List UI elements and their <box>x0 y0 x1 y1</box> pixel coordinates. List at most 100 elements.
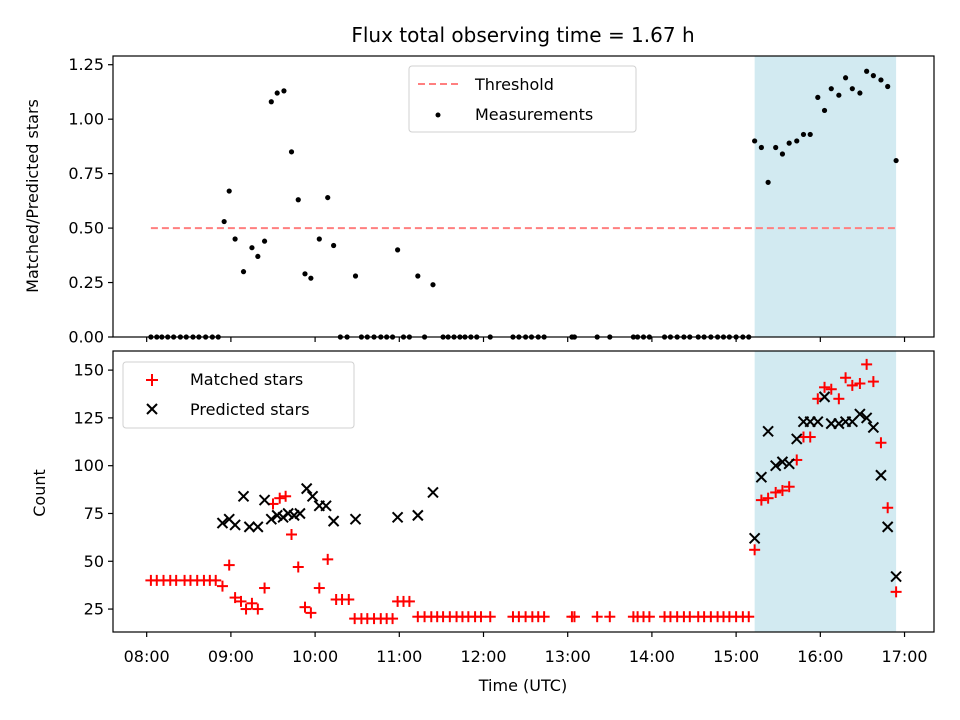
predicted-star-point <box>391 511 404 524</box>
predicted-star-point <box>243 521 256 533</box>
predicted-star-point <box>306 490 319 502</box>
predicted-star-point <box>349 513 362 525</box>
matched-star-point <box>305 607 317 619</box>
measurement-point <box>752 138 758 144</box>
predicted-star-point <box>875 469 887 481</box>
predicted-star-point <box>237 490 250 502</box>
predicted-star-point <box>216 517 229 529</box>
x-tick-label: 08:00 <box>124 647 170 666</box>
predicted-star-point <box>854 408 866 420</box>
matched-star-point <box>538 611 550 623</box>
predicted-star-point <box>265 513 278 525</box>
matched-star-point <box>819 381 831 393</box>
y-tick-label: 1.25 <box>68 55 104 74</box>
x-tick-label: 14:00 <box>629 647 675 666</box>
matched-star-point <box>882 502 894 514</box>
top-highlight-span <box>754 56 897 337</box>
measurement-point <box>331 242 337 249</box>
predicted-star-point <box>748 532 761 545</box>
y-tick-label: 0.00 <box>68 328 104 347</box>
measurement-point <box>249 245 255 251</box>
measurement-point <box>828 86 834 92</box>
predicted-star-point <box>860 412 873 424</box>
bottom-y-axis-label: Count <box>30 469 49 517</box>
measurement-point <box>800 131 807 138</box>
predicted-star-point <box>427 486 439 499</box>
predicted-star-point <box>755 471 768 483</box>
matched-star-point <box>252 603 264 615</box>
measurement-point <box>842 75 849 81</box>
bottom-plot-frame <box>112 350 935 633</box>
measurement-point <box>395 247 401 253</box>
measurement-point <box>878 77 884 83</box>
measurement-point <box>779 151 786 157</box>
x-axis-label: Time (UTC) <box>478 676 567 695</box>
x-tick-label: 09:00 <box>208 647 254 666</box>
matched-star-point <box>825 383 837 395</box>
y-tick-label: 100 <box>73 456 104 475</box>
matched-star-point <box>313 582 325 594</box>
measurement-point <box>758 144 764 151</box>
x-tick-label: 13:00 <box>545 647 591 666</box>
top-plot-frame <box>112 55 935 338</box>
predicted-star-point <box>867 421 880 434</box>
measurement-point <box>415 273 421 279</box>
measurement-point <box>430 282 436 288</box>
measurement-point <box>773 144 779 151</box>
x-tick-label: 15:00 <box>713 647 759 666</box>
top-legend: Threshold Measurements <box>408 65 637 133</box>
y-tick-label: 1.00 <box>68 110 104 129</box>
y-tick-label: 125 <box>73 408 104 427</box>
x-tick-label: 17:00 <box>881 647 927 666</box>
matched-star-point <box>240 603 252 615</box>
legend-matched-label: Matched stars <box>190 370 303 389</box>
matched-star-point <box>280 490 292 502</box>
measurement-point <box>885 83 891 90</box>
matched-star-point <box>322 553 334 565</box>
y-tick-label: 25 <box>84 600 104 619</box>
matched-star-point <box>804 431 816 443</box>
predicted-star-point <box>294 507 306 520</box>
y-tick-label: 75 <box>84 504 104 523</box>
matched-star-point <box>591 611 603 623</box>
predicted-star-point <box>833 417 845 430</box>
matched-star-point <box>743 611 755 623</box>
top-panel: 0.00 0.25 0.50 0.75 1.00 1.25 Matched/Predict… <box>23 55 935 347</box>
measurement-point <box>352 273 359 279</box>
legend-threshold-label: Threshold <box>474 75 554 94</box>
bottom-legend-box <box>122 361 355 429</box>
bottom-legend: Matched stars Predicted stars <box>122 361 355 429</box>
legend-predicted-label: Predicted stars <box>190 400 310 419</box>
measurement-point <box>288 149 295 155</box>
measurement-point <box>836 92 842 98</box>
measurement-point <box>295 197 301 203</box>
predicted-star-point <box>320 500 332 512</box>
matched-star-point <box>292 561 304 573</box>
measurement-point <box>302 271 308 277</box>
matched-star-point <box>854 377 866 389</box>
measurement-point <box>765 179 771 185</box>
predicted-star-point <box>890 570 902 583</box>
x-tick-label: 16:00 <box>797 647 843 666</box>
measurement-point <box>316 236 322 242</box>
matched-star-point <box>846 379 858 391</box>
matched-star-point <box>246 597 258 609</box>
matched-star-point <box>223 559 235 571</box>
measurement-point <box>281 88 287 94</box>
legend-measurements-label: Measurements <box>475 105 593 124</box>
measurement-point <box>807 131 813 138</box>
predicted-star-point <box>881 521 894 533</box>
matched-star-point <box>776 485 788 497</box>
measurement-point <box>857 90 863 96</box>
measurement-point <box>815 94 821 100</box>
matched-star-point <box>770 486 782 498</box>
predicted-star-point <box>252 521 264 533</box>
legend-measurements-swatch <box>435 112 441 118</box>
matched-star-point <box>749 544 761 556</box>
matched-star-point <box>387 613 399 625</box>
measurement-point <box>870 73 876 79</box>
predicted-star-point <box>412 509 424 522</box>
matched-star-point <box>840 372 852 384</box>
matched-star-point <box>210 574 222 586</box>
